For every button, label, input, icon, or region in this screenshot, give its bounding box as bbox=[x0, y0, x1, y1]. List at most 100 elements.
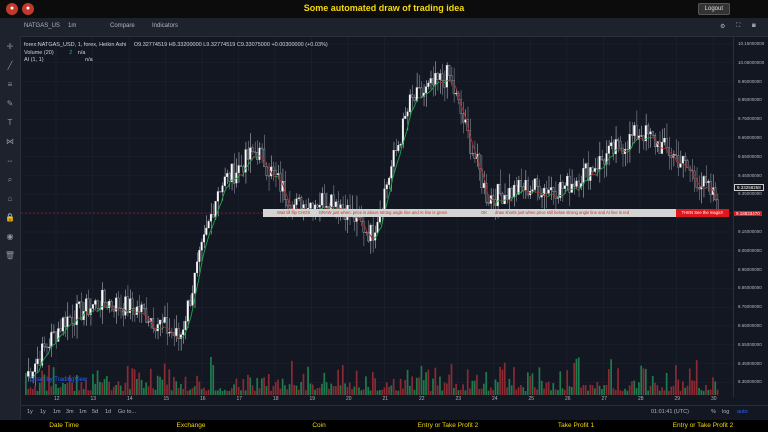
candle bbox=[684, 155, 687, 161]
auto-toggle[interactable]: auto bbox=[737, 409, 748, 415]
candle bbox=[383, 188, 386, 210]
ai-line-segment bbox=[82, 310, 86, 317]
candle bbox=[425, 86, 428, 94]
ai-line-segment bbox=[260, 155, 264, 160]
pattern-icon[interactable]: ⋈ bbox=[6, 137, 14, 146]
fib-icon[interactable]: ≡ bbox=[7, 80, 13, 89]
measure-icon[interactable]: ⇔ bbox=[6, 156, 14, 165]
trash-icon[interactable]: 🗑 bbox=[4, 251, 16, 260]
lock-icon[interactable]: 🔒 bbox=[5, 213, 15, 222]
price-chart[interactable] bbox=[21, 37, 733, 409]
fullscreen-icon[interactable]: ⛶ bbox=[736, 23, 741, 29]
candle bbox=[626, 149, 629, 151]
ai-line-segment bbox=[612, 150, 616, 157]
trend-line-icon[interactable]: ╱ bbox=[7, 61, 13, 70]
logo-icon: ● bbox=[6, 3, 18, 15]
candle bbox=[103, 289, 106, 303]
brush-icon[interactable]: ✎ bbox=[6, 99, 14, 108]
magnet-icon[interactable]: ⌂ bbox=[7, 194, 13, 203]
ai-line-segment bbox=[181, 334, 185, 338]
volume-bar bbox=[406, 369, 409, 395]
settings-icon[interactable]: ⚙ bbox=[720, 24, 726, 30]
candle bbox=[78, 301, 81, 304]
cursor-icon[interactable]: ✛ bbox=[6, 42, 14, 51]
range-button[interactable]: 1m bbox=[53, 409, 61, 415]
range-button[interactable]: Go to... bbox=[118, 409, 137, 415]
candle bbox=[325, 206, 328, 208]
ai-line-segment bbox=[552, 193, 556, 197]
time-tick: 17 bbox=[236, 396, 243, 402]
range-button[interactable]: 1y bbox=[27, 409, 33, 415]
candle bbox=[593, 168, 596, 172]
volume-bar bbox=[469, 388, 471, 395]
volume-bar bbox=[142, 388, 145, 395]
volume-bar bbox=[640, 365, 643, 395]
range-button[interactable]: 1y bbox=[40, 409, 46, 415]
volume-bar bbox=[156, 375, 159, 395]
price-axis[interactable]: 10.15000000 10.05000000 9.95000000 9.850000… bbox=[733, 37, 768, 397]
range-button[interactable]: 1m bbox=[79, 409, 87, 415]
ai-line-segment bbox=[256, 155, 259, 159]
volume-bar bbox=[149, 368, 152, 395]
screenshot-icon[interactable]: ◙ bbox=[752, 23, 756, 29]
time-axis[interactable]: 12 13 14 15 16 17 18 19 20 21 22 23 24 25 26 27 28 29 30 bbox=[21, 395, 733, 405]
ai-line-segment bbox=[94, 309, 98, 312]
text-icon[interactable]: T bbox=[7, 118, 13, 127]
volume-bar bbox=[302, 373, 305, 395]
ai-line-segment bbox=[598, 168, 602, 171]
interval-selector[interactable]: 1m bbox=[68, 23, 77, 29]
candle bbox=[115, 297, 118, 312]
candle bbox=[91, 304, 94, 309]
volume-bar bbox=[34, 385, 36, 395]
ai-line-segment bbox=[320, 207, 324, 209]
candle bbox=[473, 153, 476, 159]
ai-line-segment bbox=[87, 312, 91, 316]
volume-bar bbox=[577, 357, 580, 395]
ai-line-segment bbox=[267, 166, 271, 172]
ai-line-segment bbox=[276, 176, 280, 180]
ai-line-segment bbox=[38, 364, 42, 372]
candle bbox=[619, 140, 622, 149]
candle bbox=[52, 331, 55, 333]
volume-bar bbox=[603, 385, 606, 395]
volume-bar bbox=[448, 374, 451, 395]
volume-bar bbox=[52, 367, 55, 395]
ai-line-segment bbox=[191, 302, 195, 315]
volume-bar bbox=[705, 384, 707, 395]
range-button[interactable]: 3m bbox=[66, 409, 74, 415]
log-toggle[interactable]: log bbox=[722, 409, 730, 415]
percent-toggle[interactable]: % bbox=[711, 409, 716, 415]
compare-button[interactable]: Compare bbox=[110, 23, 135, 29]
candle bbox=[189, 300, 192, 306]
zoom-icon[interactable]: ⌕ bbox=[7, 175, 13, 184]
candle bbox=[318, 204, 321, 208]
volume-bar bbox=[251, 385, 254, 395]
range-button[interactable]: 1d bbox=[105, 409, 112, 415]
volume-bar bbox=[293, 384, 296, 395]
volume-bar bbox=[219, 388, 222, 395]
range-button[interactable]: 5d bbox=[92, 409, 99, 415]
signal-banner: Wait till flip CHOS DRAW just when: pric… bbox=[263, 209, 729, 217]
volume-bar bbox=[221, 390, 224, 395]
volume-bar bbox=[508, 378, 511, 395]
symbol-selector[interactable]: NATGAS_US bbox=[24, 23, 60, 29]
volume-bar bbox=[473, 380, 476, 395]
volume-bar bbox=[92, 373, 94, 395]
volume-bar bbox=[381, 389, 383, 395]
volume-bar bbox=[681, 381, 684, 395]
ai-line-segment bbox=[108, 305, 111, 307]
candle bbox=[487, 202, 490, 204]
candle bbox=[584, 163, 587, 169]
ai-line-segment bbox=[628, 148, 632, 152]
candle bbox=[663, 138, 666, 143]
volume-bar bbox=[254, 390, 256, 395]
price-tick: 9.55000000 bbox=[738, 153, 762, 159]
eye-icon[interactable]: ◉ bbox=[6, 232, 14, 241]
volume-bar bbox=[260, 378, 263, 395]
indicators-button[interactable]: Indicators bbox=[152, 23, 179, 29]
candle bbox=[105, 302, 108, 308]
ai-line-segment bbox=[119, 310, 123, 313]
ai-line-segment bbox=[401, 138, 405, 146]
logout-button[interactable]: Logout bbox=[697, 3, 730, 15]
ai-line-segment bbox=[57, 336, 61, 341]
